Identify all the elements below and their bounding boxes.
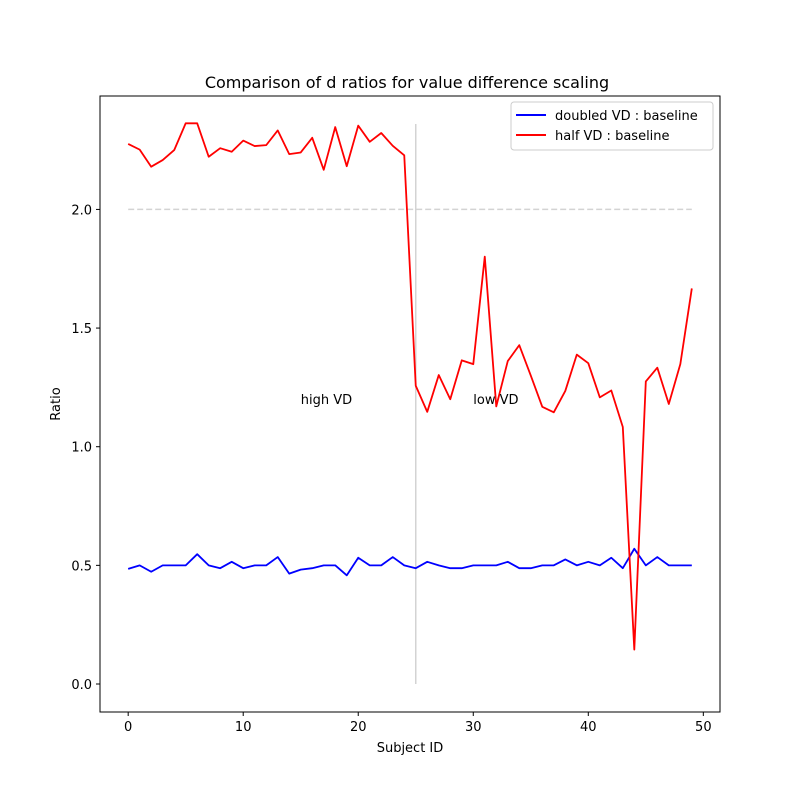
reference-lines: [128, 124, 692, 684]
series-layer: [127, 122, 693, 651]
y-tick-label: 1.0: [71, 441, 92, 456]
legend-label-doubled-vd: doubled VD : baseline: [555, 109, 698, 124]
x-tick-label: 20: [350, 720, 367, 735]
y-tick-label: 2.0: [71, 203, 92, 218]
annotation-low-vd: low VD: [473, 393, 518, 408]
y-axis-label: Ratio: [49, 387, 64, 420]
x-tick-label: 40: [580, 720, 597, 735]
x-tick-label: 0: [124, 720, 132, 735]
x-tick-label: 10: [235, 720, 252, 735]
x-axis: 0 10 20 30 40 50: [124, 712, 712, 735]
y-tick-label: 0.5: [71, 559, 92, 574]
legend-frame: [510, 101, 714, 151]
y-axis: 0.0 0.5 1.0 1.5 2.0: [71, 203, 100, 693]
x-tick-label: 50: [695, 720, 712, 735]
y-tick-label: 0.0: [71, 678, 92, 693]
x-tick-label: 30: [465, 720, 482, 735]
legend-label-half-vd: half VD : baseline: [555, 129, 670, 144]
legend: doubled VD : baseline half VD : baseline: [510, 101, 714, 151]
x-axis-label: Subject ID: [377, 741, 444, 756]
chart-title: Comparison of d ratios for value differe…: [205, 73, 609, 92]
annotations-layer: high VD low VD: [301, 393, 519, 408]
series-line-half-vd: [127, 122, 693, 651]
annotation-high-vd: high VD: [301, 393, 352, 408]
series-line-doubled-vd: [127, 547, 692, 577]
y-tick-label: 1.5: [71, 322, 92, 337]
plot-area-frame: [99, 95, 721, 713]
